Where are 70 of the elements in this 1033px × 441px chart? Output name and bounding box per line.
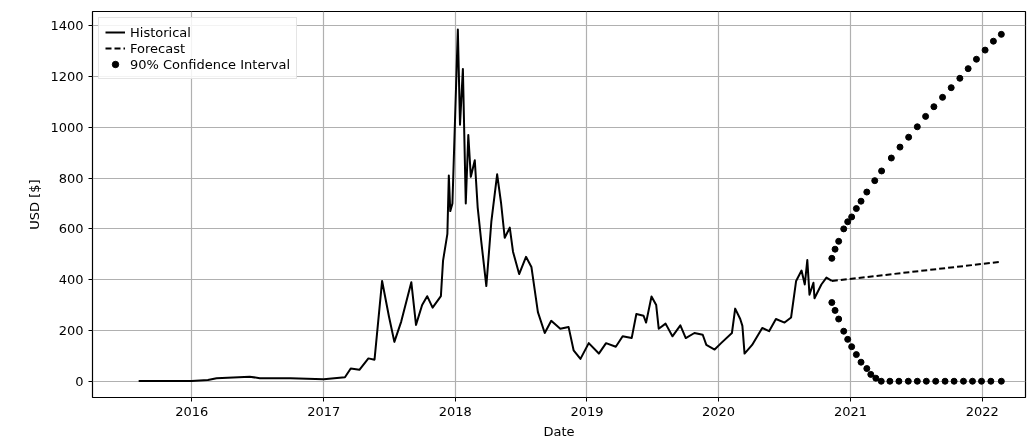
point — [863, 365, 871, 373]
legend-label: 90% Confidence Interval — [130, 56, 291, 72]
point — [947, 84, 955, 92]
point — [857, 197, 865, 205]
point — [844, 335, 852, 343]
point — [905, 133, 913, 141]
point — [968, 377, 976, 385]
point — [895, 377, 903, 385]
point — [972, 55, 980, 63]
point — [930, 103, 938, 111]
y-tick-label: 1400 — [50, 18, 84, 34]
legend-label: Forecast — [130, 40, 186, 56]
point — [913, 377, 921, 385]
point — [831, 306, 839, 314]
y-tick-label: 800 — [58, 170, 84, 186]
x-tick-label: 2017 — [307, 403, 341, 419]
point — [987, 377, 995, 385]
point — [848, 343, 856, 351]
x-tick-label: 2022 — [965, 403, 999, 419]
x-tick-label: 2016 — [175, 403, 209, 419]
x-tick-label: 2020 — [702, 403, 736, 419]
point — [877, 377, 885, 385]
point — [878, 167, 886, 175]
x-tick-label: 2019 — [570, 403, 604, 419]
point — [852, 351, 860, 359]
y-axis-title: USD [$] — [27, 179, 43, 230]
x-tick-label: 2018 — [438, 403, 472, 419]
legend-label: Historical — [130, 24, 191, 40]
point — [939, 93, 947, 101]
point — [828, 299, 836, 307]
point — [852, 205, 860, 213]
y-tick-label: 0 — [75, 373, 84, 389]
point — [887, 154, 895, 162]
point — [981, 46, 989, 54]
point — [872, 374, 880, 382]
point — [941, 377, 949, 385]
y-tick-label: 400 — [58, 272, 84, 288]
point — [989, 37, 997, 45]
point — [932, 377, 940, 385]
point — [997, 377, 1005, 385]
point — [857, 358, 865, 366]
y-tick-label: 1000 — [50, 119, 84, 135]
point — [922, 112, 930, 120]
x-tick-label: 2021 — [834, 403, 868, 419]
point — [848, 213, 856, 221]
point — [863, 188, 871, 196]
x-axis-title: Date — [543, 423, 575, 439]
y-tick-label: 200 — [58, 322, 84, 338]
point — [922, 377, 930, 385]
point — [964, 65, 972, 73]
point — [831, 245, 839, 253]
point — [978, 377, 985, 385]
point — [950, 377, 958, 385]
point — [840, 327, 848, 335]
point — [956, 74, 964, 82]
point — [840, 225, 848, 233]
y-tick-label: 600 — [58, 221, 84, 237]
point — [997, 30, 1005, 38]
point — [896, 143, 904, 151]
point — [904, 377, 912, 385]
point — [959, 377, 967, 385]
point — [913, 123, 921, 131]
y-tick-label: 1200 — [50, 69, 84, 85]
point — [886, 377, 894, 385]
point — [835, 237, 843, 245]
point — [844, 218, 852, 226]
point — [828, 254, 836, 262]
point — [835, 315, 843, 323]
point — [871, 177, 879, 185]
point — [867, 370, 875, 378]
